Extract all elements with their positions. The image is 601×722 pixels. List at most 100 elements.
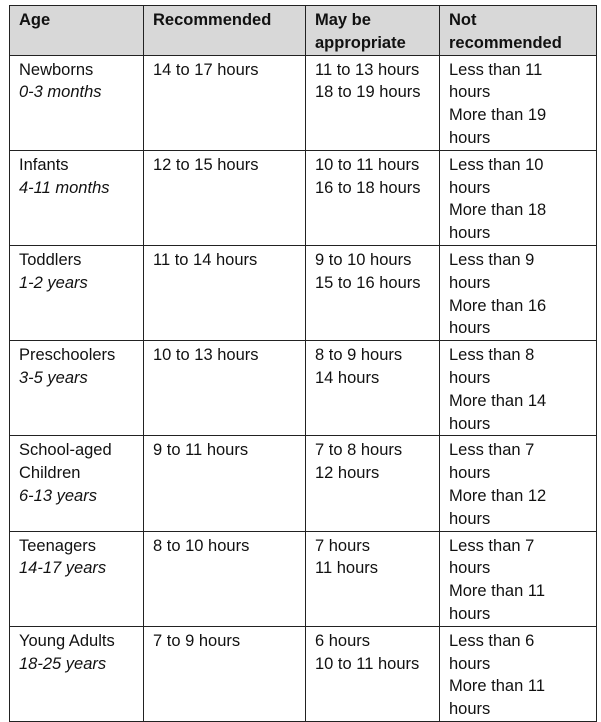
cell-line: hours (449, 368, 491, 387)
not-recommended-cell: Less than 8 hours More than 14 hours (439, 340, 597, 437)
recommended-cell: 14 to 17 hours (143, 54, 306, 151)
recommended-cell: 8 to 10 hours (143, 530, 306, 627)
cell-line: 8 to 10 hours (153, 536, 250, 555)
age-cell: Newborns 0-3 months (9, 54, 144, 151)
header-row: Age Recommended May be appropriate Not r… (9, 5, 597, 56)
header-not-recommended-text: Not recommended (449, 11, 562, 52)
not-recommended-cell: Less than 10 hours More than 18 hours (439, 149, 597, 246)
age-cell: Teenagers 14-17 years (9, 530, 144, 627)
table-row: Young Adults 18-25 years 7 to 9 hours 6 hou… (9, 625, 597, 722)
cell-line: Children (19, 464, 81, 483)
cell-line: More than 14 (449, 391, 547, 410)
cell-line: hours (449, 464, 491, 483)
age-cell: Infants 4-11 months (9, 149, 144, 246)
cell-line: 1-2 years (19, 273, 88, 292)
cell-line: hours (449, 128, 491, 147)
recommended-cell: 7 to 9 hours (143, 625, 306, 722)
not-recommended-cell: Less than 9 hours More than 16 hours (439, 244, 597, 342)
table-row: Preschoolers 3-5 years 10 to 13 hours 8 to … (9, 340, 597, 437)
cell-line: hours (449, 273, 491, 292)
age-cell: School-aged Children 6-13 years (9, 435, 144, 532)
cell-line: 14 hours (315, 368, 380, 387)
cell-line: hours (449, 509, 491, 528)
cell-line: 4-11 months (19, 178, 110, 197)
cell-line: Teenagers (19, 536, 97, 555)
may-be-appropriate-cell: 11 to 13 hours 18 to 19 hours (305, 54, 440, 151)
header-recommended: Recommended (143, 5, 306, 56)
cell-line: 9 to 11 hours (153, 441, 249, 460)
table-row: Newborns 0-3 months 14 to 17 hours 11 to 13… (9, 54, 597, 151)
header-may-be-appropriate-text: May be appropriate (315, 11, 406, 52)
cell-line: hours (449, 83, 491, 102)
table-row: Infants 4-11 months 12 to 15 hours 10 to 11… (9, 149, 597, 246)
cell-line: 8 to 9 hours (315, 346, 403, 365)
cell-line: More than 19 (449, 106, 547, 125)
cell-line: hours (449, 700, 491, 719)
recommended-cell: 10 to 13 hours (143, 340, 306, 437)
recommended-cell: 11 to 14 hours (143, 244, 306, 342)
header-may-be-appropriate: May be appropriate (305, 5, 440, 56)
table-row: School-aged Children 6-13 years 9 to 11 hou… (9, 435, 597, 532)
cell-line: More than 12 (449, 486, 547, 505)
cell-line: 7 hours (315, 536, 371, 555)
may-be-appropriate-cell: 10 to 11 hours 16 to 18 hours (305, 149, 440, 246)
cell-line: 6-13 years (19, 486, 97, 505)
not-recommended-cell: Less than 7 hours More than 11 hours (439, 530, 597, 627)
cell-line: Infants (19, 155, 69, 174)
may-be-appropriate-cell: 8 to 9 hours 14 hours (305, 340, 440, 437)
cell-line: More than 11 (449, 582, 546, 601)
cell-line: 10 to 11 hours (315, 654, 420, 673)
cell-line: 11 to 13 hours (315, 60, 420, 79)
cell-line: 10 to 13 hours (153, 346, 259, 365)
cell-line: Less than 7 (449, 536, 535, 555)
may-be-appropriate-cell: 7 to 8 hours 12 hours (305, 435, 440, 532)
cell-line: hours (449, 178, 491, 197)
cell-line: 18-25 years (19, 654, 107, 673)
cell-line: 3-5 years (19, 368, 88, 387)
table-row: Teenagers 14-17 years 8 to 10 hours 7 hours… (9, 530, 597, 627)
cell-line: Less than 8 (449, 346, 535, 365)
cell-line: hours (449, 604, 491, 623)
cell-line: hours (449, 559, 491, 578)
cell-line: More than 16 (449, 296, 547, 315)
not-recommended-cell: Less than 11 hours More than 19 hours (439, 54, 597, 151)
age-cell: Preschoolers 3-5 years (9, 340, 144, 437)
cell-line: Less than 6 (449, 631, 535, 650)
cell-line: 16 to 18 hours (315, 178, 421, 197)
recommended-cell: 12 to 15 hours (143, 149, 306, 246)
cell-line: 9 to 10 hours (315, 250, 412, 269)
sleep-recommendations-table: Age Recommended May be appropriate Not r… (9, 5, 597, 722)
cell-line: 0-3 months (19, 83, 102, 102)
age-cell: Toddlers 1-2 years (9, 244, 144, 342)
cell-line: 15 to 16 hours (315, 273, 421, 292)
cell-line: Less than 10 (449, 155, 544, 174)
age-cell: Young Adults 18-25 years (9, 625, 144, 722)
cell-line: 14 to 17 hours (153, 60, 259, 79)
cell-line: 7 to 8 hours (315, 441, 403, 460)
cell-line: More than 18 (449, 201, 547, 220)
cell-line: 11 to 14 hours (153, 250, 258, 269)
table-row: Toddlers 1-2 years 11 to 14 hours 9 to 10 h… (9, 244, 597, 342)
cell-line: hours (449, 414, 491, 433)
header-not-recommended: Not recommended (439, 5, 597, 56)
not-recommended-cell: Less than 7 hours More than 12 hours (439, 435, 597, 532)
cell-line: More than 11 (449, 677, 546, 696)
cell-line: School-aged (19, 441, 112, 460)
cell-line: hours (449, 319, 491, 338)
cell-line: Less than 9 (449, 250, 535, 269)
may-be-appropriate-cell: 6 hours 10 to 11 hours (305, 625, 440, 722)
cell-line: hours (449, 654, 491, 673)
may-be-appropriate-cell: 7 hours 11 hours (305, 530, 440, 627)
cell-line: 14-17 years (19, 559, 107, 578)
cell-line: Preschoolers (19, 346, 116, 365)
cell-line: 6 hours (315, 631, 371, 650)
not-recommended-cell: Less than 6 hours More than 11 hours (439, 625, 597, 722)
cell-line: Newborns (19, 60, 94, 79)
cell-line: 7 to 9 hours (153, 631, 241, 650)
cell-line: Less than 11 (449, 60, 543, 79)
recommended-cell: 9 to 11 hours (143, 435, 306, 532)
cell-line: 12 hours (315, 464, 380, 483)
cell-line: hours (449, 224, 491, 243)
cell-line: 12 to 15 hours (153, 155, 259, 174)
cell-line: Toddlers (19, 250, 82, 269)
